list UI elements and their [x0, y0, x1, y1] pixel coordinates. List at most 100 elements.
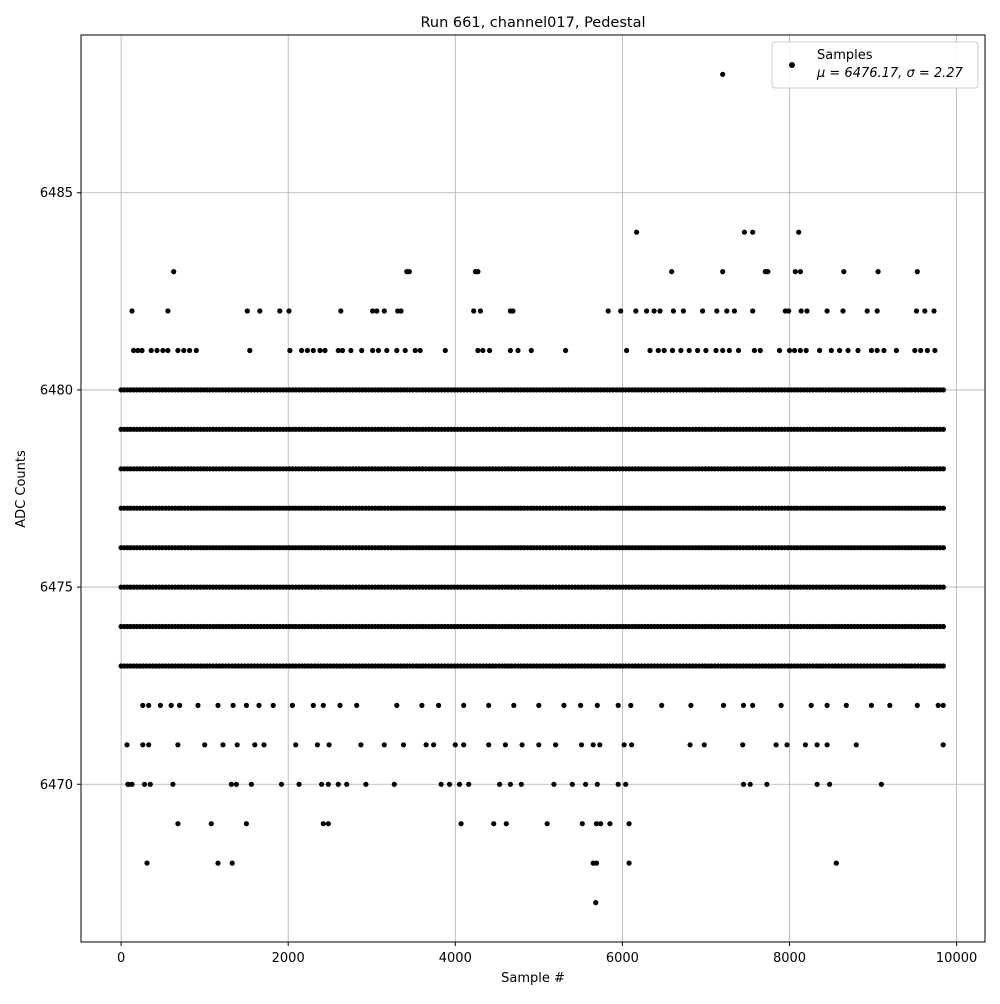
data-point [940, 742, 946, 748]
data-point [317, 347, 323, 354]
legend-box [771, 41, 979, 89]
data-point [669, 347, 676, 354]
data-point [913, 308, 920, 314]
data-point [751, 347, 758, 354]
data-point [261, 742, 267, 748]
data-point [776, 347, 783, 354]
data-point [621, 742, 627, 748]
data-point [147, 781, 153, 787]
data-point [695, 347, 701, 354]
data-point [519, 742, 525, 748]
data-point [503, 821, 509, 827]
data-point [193, 347, 199, 354]
data-point [325, 821, 331, 827]
data-point [669, 269, 675, 275]
data-point [363, 781, 369, 787]
data-point [720, 347, 726, 354]
data-point [735, 347, 742, 354]
data-point [765, 269, 771, 275]
data-point [824, 742, 830, 748]
y-axis-label: ADC Counts [14, 450, 29, 528]
data-point [287, 347, 293, 354]
data-point [230, 702, 236, 709]
data-point [578, 702, 584, 709]
data-point [747, 781, 753, 787]
legend-series-label: Samples [817, 48, 873, 63]
data-point [720, 71, 726, 77]
data-point [808, 702, 814, 709]
data-point [887, 702, 893, 709]
data-point [634, 229, 640, 235]
data-point [148, 347, 154, 354]
data-point [875, 269, 881, 275]
data-point [893, 347, 900, 354]
data-point [792, 269, 798, 275]
data-point [171, 269, 177, 275]
data-point [431, 742, 437, 748]
data-point [234, 742, 240, 748]
data-point [140, 702, 146, 709]
data-point [914, 702, 920, 709]
data-point [256, 702, 262, 709]
data-point [252, 742, 258, 748]
data-point [918, 347, 924, 354]
data-point [195, 702, 201, 709]
data-point [623, 781, 629, 787]
legend-marker [789, 62, 795, 68]
data-point [855, 347, 861, 354]
data-point [940, 387, 947, 393]
data-point [381, 308, 387, 314]
data-point [175, 347, 181, 354]
data-point [384, 347, 390, 354]
data-point [412, 347, 418, 354]
data-point [480, 347, 486, 354]
data-point [220, 742, 226, 748]
data-point [814, 781, 820, 787]
data-point [446, 781, 453, 787]
data-point [914, 269, 920, 275]
x-tick-label: 2000 [272, 951, 305, 966]
data-point [786, 308, 792, 314]
data-point [229, 860, 235, 866]
data-point [932, 347, 938, 354]
data-point [626, 860, 632, 866]
data-point [314, 742, 320, 748]
data-point [181, 347, 187, 354]
data-point [874, 347, 880, 354]
data-point [170, 781, 176, 787]
data-point [713, 347, 719, 354]
data-point [773, 742, 779, 748]
data-point [175, 821, 181, 827]
data-point [828, 347, 834, 354]
data-point [536, 742, 542, 748]
data-point [452, 742, 458, 748]
x-axis-label: Sample # [501, 971, 565, 986]
data-point [731, 308, 738, 314]
data-point [701, 742, 707, 748]
data-point [544, 821, 550, 827]
data-point [833, 860, 839, 866]
data-point [175, 742, 181, 748]
data-point [370, 347, 376, 354]
data-point [375, 347, 381, 354]
data-point [491, 821, 497, 827]
data-point [475, 347, 481, 354]
data-point [471, 308, 477, 314]
data-point [633, 308, 639, 314]
data-point [486, 742, 492, 748]
data-point [487, 347, 493, 354]
y-tick-label: 6470 [40, 778, 73, 793]
data-point [590, 742, 596, 748]
data-point [244, 308, 250, 314]
data-point [398, 308, 404, 314]
data-point [824, 702, 830, 709]
y-tick-label: 6485 [40, 186, 73, 201]
data-point [278, 781, 285, 787]
legend: Samples μ = 6476.17, σ = 2.27 [771, 41, 979, 89]
data-point [583, 781, 589, 787]
data-point [456, 781, 463, 787]
data-point [561, 702, 567, 709]
data-point [442, 347, 448, 354]
data-point [289, 702, 295, 709]
data-point [406, 269, 412, 275]
